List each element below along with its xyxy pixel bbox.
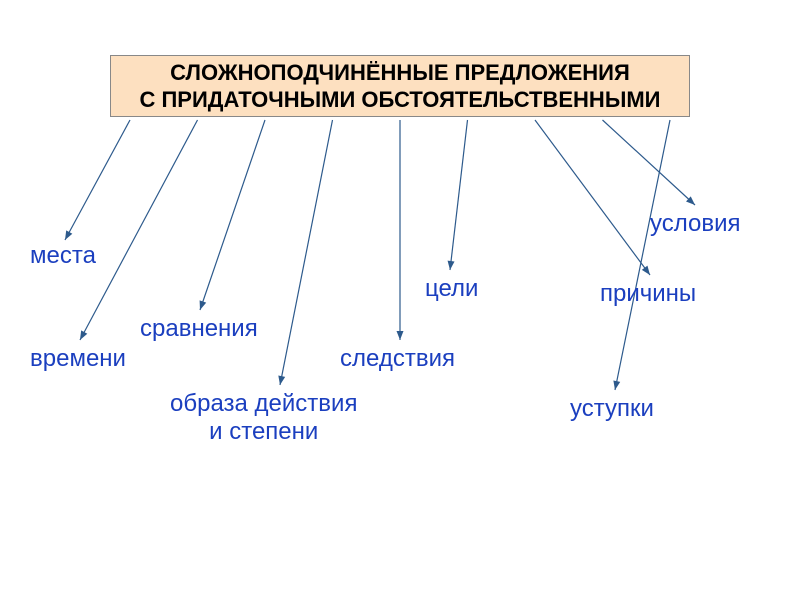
node-ustupki: уступки	[570, 395, 654, 423]
title-line-1: СЛОЖНОПОДЧИНЁННЫЕ ПРЕДЛОЖЕНИЯ	[170, 59, 630, 87]
title-box: СЛОЖНОПОДЧИНЁННЫЕ ПРЕДЛОЖЕНИЯ С ПРИДАТОЧ…	[110, 55, 690, 117]
title-line-2: С ПРИДАТОЧНЫМИ ОБСТОЯТЕЛЬСТВЕННЫМИ	[139, 86, 660, 114]
node-prichiny: причины	[600, 280, 696, 308]
node-sledstviya: следствия	[340, 345, 455, 373]
node-vremeni: времени	[30, 345, 126, 373]
node-celi: цели	[425, 275, 478, 303]
node-sravneniya: сравнения	[140, 315, 258, 343]
node-mesta: места	[30, 242, 96, 270]
node-obraza: образа действия и степени	[170, 390, 357, 446]
node-usloviya: условия	[650, 210, 741, 238]
diagram-canvas: { "diagram": { "type": "tree", "backgrou…	[0, 0, 800, 600]
